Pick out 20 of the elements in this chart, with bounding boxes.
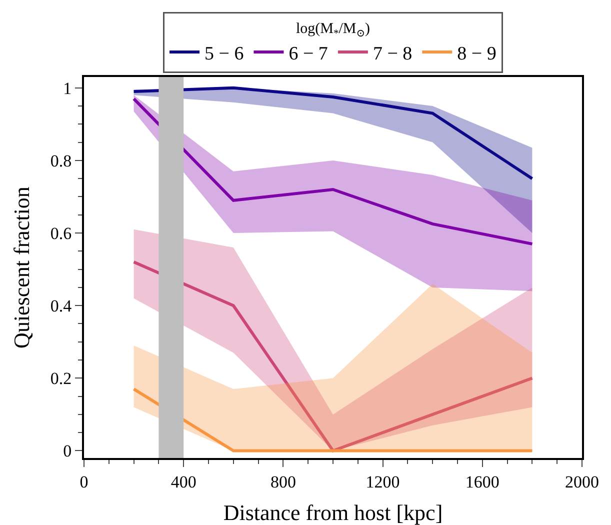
y-tick-label: 0.6	[50, 224, 72, 243]
y-tick-label: 0	[63, 442, 72, 461]
legend-label: 8 − 9	[457, 43, 496, 64]
y-tick-label: 1	[63, 78, 72, 98]
legend-label: 7 − 8	[372, 43, 412, 64]
legend-label: 5 − 6	[204, 43, 244, 64]
x-tick-label: 1200	[366, 472, 400, 492]
y-tick-label: 0.2	[50, 369, 72, 388]
x-axis-title: Distance from host [kpc]	[223, 500, 443, 525]
legend-title: log(M$_{*}$/M$_{⊙}$)	[296, 21, 370, 40]
y-tick-label: 0.8	[50, 151, 72, 170]
y-axis-title: Quiescent fraction	[9, 186, 34, 348]
legend-label: 6 − 7	[288, 43, 328, 64]
x-tick-label: 1600	[465, 472, 500, 492]
y-tick-label: 0.4	[50, 296, 72, 316]
x-tick-label: 2000	[565, 472, 599, 492]
x-tick-label: 0	[80, 472, 88, 492]
x-tick-label: 400	[170, 472, 196, 492]
x-tick-label: 800	[270, 472, 296, 492]
line-series	[132, 86, 534, 180]
